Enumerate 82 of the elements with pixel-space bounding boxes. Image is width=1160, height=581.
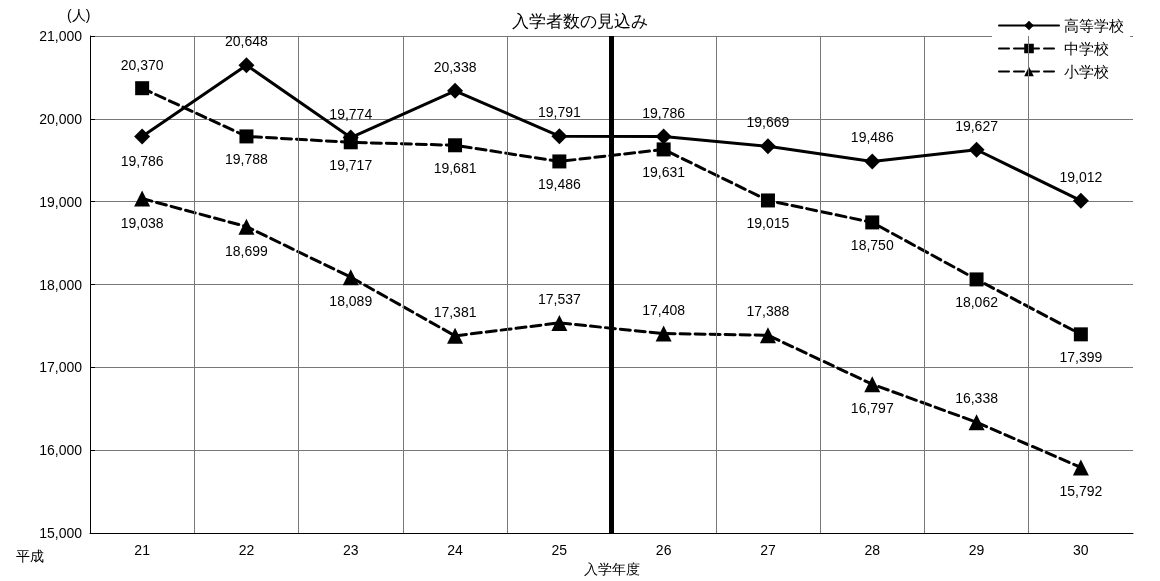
- data-label: 19,681: [433, 160, 477, 177]
- point: [447, 327, 464, 344]
- data-label: 19,786: [120, 152, 164, 169]
- x-tick-label: 27: [760, 542, 776, 559]
- y-tick-label: 21,000: [39, 28, 83, 44]
- point: [238, 218, 255, 235]
- data-label: 19,669: [746, 114, 790, 131]
- data-label: 19,631: [642, 164, 686, 181]
- y-tick-label: 20,000: [39, 110, 83, 127]
- point: [134, 128, 151, 145]
- data-label: 19,717: [329, 157, 373, 174]
- text: 平成: [16, 548, 44, 564]
- point: [448, 138, 463, 153]
- point: [968, 414, 985, 431]
- point: [760, 193, 775, 208]
- point: [239, 129, 254, 144]
- data-label: 19,627: [955, 117, 999, 134]
- x-tick-label: 30: [1073, 542, 1089, 559]
- point: [238, 57, 255, 74]
- point: [551, 128, 568, 145]
- point: [759, 138, 776, 155]
- x-tick-label: 28: [864, 542, 881, 559]
- data-label: 19,774: [329, 105, 373, 122]
- data-label: 20,338: [433, 58, 477, 75]
- point: [342, 269, 359, 286]
- x-tick-label: 26: [655, 542, 672, 559]
- data-label: 19,788: [225, 151, 269, 168]
- point: [135, 81, 150, 96]
- x-tick-label: 23: [342, 542, 359, 559]
- x-axis-title: 入学年度: [583, 561, 640, 577]
- data-label: 19,791: [537, 104, 581, 121]
- data-label: 15,792: [1059, 483, 1103, 500]
- data-label: 16,338: [955, 390, 999, 407]
- point: [1072, 192, 1089, 209]
- data-label: 18,699: [225, 242, 269, 259]
- x-tick-label: 21: [134, 542, 151, 559]
- data-label: 17,408: [642, 301, 686, 318]
- x-tick-label: 29: [968, 542, 985, 559]
- point: [759, 327, 776, 344]
- data-label: 18,062: [955, 294, 999, 311]
- point: [447, 82, 464, 99]
- data-label: 18,750: [850, 237, 894, 254]
- y-tick-label: 18,000: [39, 276, 83, 293]
- data-label: 19,015: [746, 215, 790, 232]
- y-tick-label: 17,000: [39, 359, 83, 376]
- data-label: 16,797: [850, 400, 894, 417]
- data-label: 19,486: [850, 129, 894, 146]
- point: [552, 154, 567, 169]
- point: [968, 141, 985, 158]
- point: [865, 215, 880, 230]
- point: [656, 142, 671, 157]
- data-label: 17,381: [433, 303, 477, 320]
- point: [864, 376, 881, 393]
- legend-label: 小学校: [1064, 63, 1109, 80]
- legend-label: 高等学校: [1064, 17, 1124, 34]
- data-label: 17,537: [537, 290, 581, 307]
- chart-title: 入学者数の見込み: [512, 12, 648, 31]
- y-tick-label: 16,000: [39, 442, 83, 459]
- point: [655, 325, 672, 342]
- point: [655, 128, 672, 145]
- legend-label: 中学校: [1064, 40, 1109, 57]
- y-tick-label: 15,000: [39, 525, 83, 542]
- data-label: 17,399: [1059, 349, 1103, 366]
- data-label: 20,648: [225, 33, 269, 50]
- x-tick-label: 22: [238, 542, 255, 559]
- point: [551, 314, 568, 331]
- data-label: 17,388: [746, 303, 790, 320]
- x-tick-label: 24: [447, 542, 464, 559]
- point: [134, 190, 151, 207]
- data-label: 19,012: [1059, 168, 1103, 185]
- x-tick-label: 25: [551, 542, 568, 559]
- point: [1072, 459, 1089, 476]
- y-axis-title: (人): [67, 7, 91, 23]
- data-label: 19,038: [120, 214, 164, 231]
- point: [969, 272, 984, 287]
- data-label: 18,089: [329, 293, 373, 310]
- y-tick-label: 19,000: [39, 193, 83, 210]
- data-label: 19,786: [642, 104, 686, 121]
- point: [1073, 327, 1088, 342]
- data-label: 20,370: [120, 57, 164, 74]
- data-label: 19,486: [537, 176, 581, 193]
- point: [864, 153, 881, 170]
